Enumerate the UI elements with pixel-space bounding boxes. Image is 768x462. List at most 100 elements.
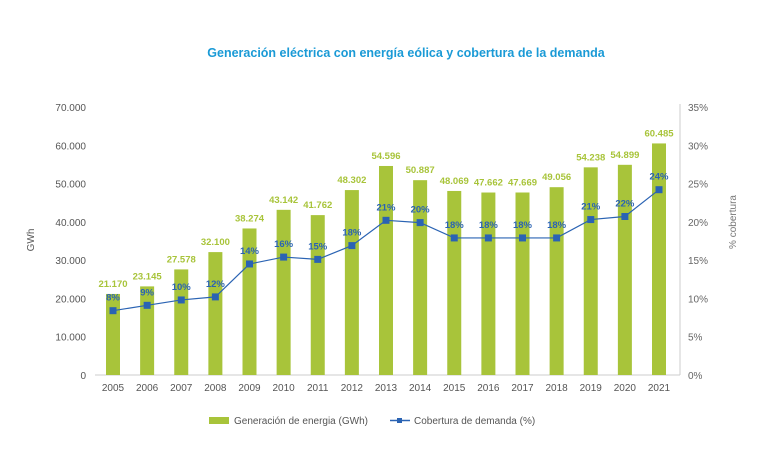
bar-data-label: 48.069 [440,176,469,187]
line-data-label: 18% [342,228,362,239]
line-marker [553,234,561,242]
x-tick-label: 2006 [136,383,159,394]
line-data-label: 24% [649,172,669,183]
y2-tick-label: 5% [688,333,703,344]
line-marker [587,216,595,224]
y2-tick-label: 25% [688,180,708,191]
bar-data-label: 27.578 [167,254,196,265]
x-tick-label: 2007 [170,383,193,394]
bar-data-label: 54.899 [610,150,639,161]
y-tick-label: 0 [80,371,86,382]
y2-tick-label: 20% [688,218,708,229]
y-tick-label: 50.000 [55,180,86,191]
line-data-label: 9% [140,287,154,298]
x-tick-label: 2021 [648,383,671,394]
y-tick-label: 40.000 [55,218,86,229]
y2-tick-label: 35% [688,103,708,114]
y2-tick-label: 30% [688,141,708,152]
bar [413,180,428,375]
x-tick-label: 2013 [375,383,398,394]
line-marker [177,296,185,304]
line-data-label: 8% [106,293,120,304]
bar-data-label: 43.142 [269,195,298,206]
bar-data-label: 54.238 [576,152,605,163]
chart-title: Generación eléctrica con energía eólica … [207,46,605,60]
line-data-label: 20% [411,205,431,216]
bar-data-label: 60.485 [644,128,674,139]
bar [617,164,632,375]
line-data-label: 12% [206,279,226,290]
legend-label-bars: Generación de energia (GWh) [234,416,368,427]
bar [310,215,325,375]
x-tick-label: 2008 [204,383,227,394]
x-tick-label: 2020 [614,383,637,394]
line-data-label: 16% [274,239,294,250]
x-tick-label: 2017 [511,383,534,394]
x-tick-label: 2009 [238,383,261,394]
bar-data-label: 47.662 [474,178,503,189]
legend-swatch-bars [209,417,229,424]
bar [652,143,666,375]
bar-data-label: 54.596 [371,151,400,162]
y-tick-label: 30.000 [55,256,86,267]
legend-label-line: Cobertura de demanda (%) [414,416,535,427]
bar [344,190,359,375]
bar [276,209,291,375]
line-marker [519,234,526,242]
bar-data-label: 32.100 [201,237,230,248]
line-marker [143,301,151,309]
bar-data-label: 48.302 [337,175,366,186]
line-data-label: 14% [240,246,260,257]
bar-data-label: 47.669 [508,177,537,188]
line-data-label: 21% [581,202,601,213]
bar-data-label: 49.056 [542,172,571,183]
x-tick-label: 2014 [409,383,432,394]
x-tick-label: 2016 [477,383,500,394]
x-tick-label: 2015 [443,383,466,394]
line-marker [484,234,492,242]
x-tick-label: 2005 [102,383,125,394]
line-data-label: 18% [445,220,465,231]
line-marker [348,242,356,250]
bar-data-label: 38.274 [235,213,265,224]
line-marker [109,307,117,315]
bar-data-label: 41.762 [303,200,332,211]
line-data-label: 10% [172,282,192,293]
line-marker [280,253,288,261]
y2-tick-label: 15% [688,256,708,267]
bar [140,286,155,375]
line-data-label: 18% [547,220,567,231]
y-tick-label: 20.000 [55,294,86,305]
bar-data-label: 23.145 [133,271,163,282]
y2-tick-label: 0% [688,371,703,382]
bar [447,190,462,375]
line-marker [382,216,390,224]
line-data-label: 22% [615,198,635,209]
x-tick-label: 2019 [580,383,603,394]
x-tick-label: 2011 [307,383,329,394]
line-data-label: 18% [513,220,533,231]
bar [583,167,598,375]
bar [106,293,120,375]
y-tick-label: 70.000 [55,103,86,114]
bar [208,252,223,375]
line-marker [450,234,458,242]
line-marker [211,293,219,301]
y-axis-label: GWh [26,229,37,252]
line-marker [416,219,424,227]
x-tick-label: 2018 [546,383,569,394]
legend: Generación de energia (GWh) Cobertura de… [209,416,535,427]
bar [549,187,564,375]
x-tick-label: 2010 [273,383,296,394]
y-tick-label: 60.000 [55,141,86,152]
line-data-label: 21% [376,202,396,213]
line-marker [621,212,629,220]
line-data-label: 18% [479,220,499,231]
x-tick-label: 2012 [341,383,364,394]
line-marker [314,255,322,263]
y2-tick-label: 10% [688,294,708,305]
y2-axis-label: % cobertura [728,195,739,249]
line-data-label: 15% [308,241,328,252]
bar-data-label: 21.170 [98,279,127,290]
